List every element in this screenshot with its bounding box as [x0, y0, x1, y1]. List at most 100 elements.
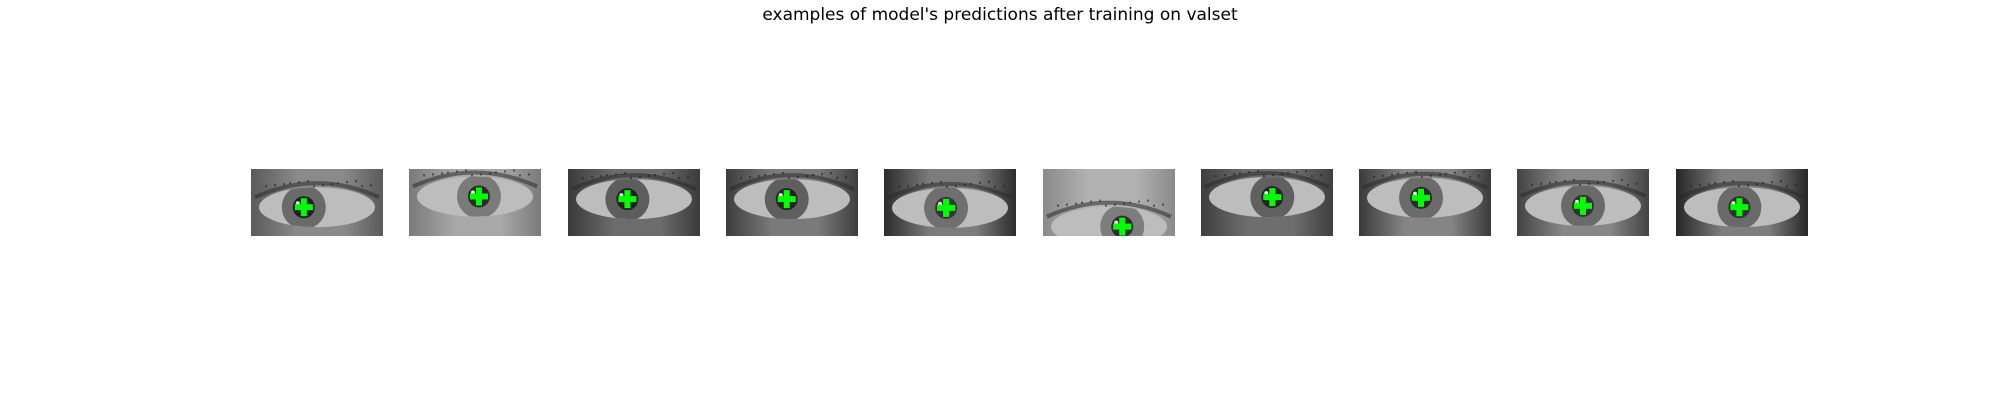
eyelash-speck — [749, 176, 751, 179]
eyelash-speck — [788, 177, 790, 180]
eyelash-speck — [931, 181, 933, 184]
eyelash-speck — [289, 182, 291, 185]
eye-image-panel-9 — [1517, 169, 1649, 236]
eyelash-speck — [423, 174, 425, 177]
eyelash-speck — [1311, 175, 1313, 178]
eyelash-speck — [1138, 200, 1140, 203]
eyelash-speck — [940, 180, 942, 183]
eyelash-speck — [274, 184, 276, 187]
eye-image-6 — [1043, 169, 1175, 236]
eyelash-speck — [1795, 184, 1797, 187]
eyelash-speck — [1469, 175, 1471, 178]
eyelash-speck — [370, 184, 372, 187]
eyelash-speck — [1057, 204, 1059, 207]
eyelash-speck — [1723, 181, 1725, 184]
eyelash-speck — [812, 174, 814, 177]
eyelash-speck — [1224, 174, 1226, 177]
eyelash-speck — [480, 173, 482, 176]
eyelash-speck — [441, 172, 443, 175]
eyelid-line — [1520, 179, 1646, 198]
eyelash-speck — [988, 180, 990, 183]
eye-image-panel-7 — [1201, 169, 1333, 236]
eyelash-speck — [1540, 182, 1542, 185]
eyelash-speck — [624, 172, 626, 175]
eyelash-speck — [1162, 203, 1164, 206]
eye-image-panel-2 — [409, 169, 541, 236]
eye-image-2 — [409, 169, 541, 236]
eye-image-panel-6 — [1043, 169, 1175, 236]
eyelid-line — [729, 173, 855, 191]
eyelash-speck — [907, 184, 909, 187]
eyelash-speck — [1415, 170, 1417, 173]
figure-title: examples of model's predictions after tr… — [762, 5, 1238, 25]
eyelash-speck — [1627, 183, 1629, 186]
eye-image-8 — [1359, 169, 1491, 236]
eyelash-speck — [1636, 182, 1638, 185]
eyelash-speck — [489, 172, 491, 175]
corneal-glint — [1114, 220, 1119, 225]
eyelash-speck — [1066, 203, 1068, 206]
eyelash-speck — [1239, 172, 1241, 175]
eyelash-speck — [979, 181, 981, 184]
eyelid-line — [1679, 181, 1805, 200]
eyelash-speck — [513, 169, 515, 172]
eyelash-speck — [740, 177, 742, 180]
eyelash-speck — [1756, 183, 1758, 186]
eyelash-speck — [806, 175, 808, 178]
eyelash-speck — [1603, 180, 1605, 183]
eyelash-speck — [1454, 171, 1456, 174]
eyelash-speck — [922, 182, 924, 185]
eyelash-speck — [1263, 175, 1265, 178]
eyelash-speck — [1406, 171, 1408, 174]
eyelash-speck — [1531, 183, 1533, 186]
eyelash-speck — [456, 170, 458, 173]
eyelash-speck — [678, 177, 680, 180]
eyelid-line — [887, 181, 1013, 200]
eyelash-speck — [495, 171, 497, 174]
eyelash-speck — [1549, 181, 1551, 184]
eyelash-speck — [758, 175, 760, 178]
eyelid-line — [1204, 171, 1330, 189]
eye-image-panel-3 — [568, 169, 700, 236]
eyelash-speck — [1305, 170, 1307, 173]
eyelid-line — [1362, 171, 1488, 190]
eyelash-speck — [964, 183, 966, 186]
eyelash-speck — [600, 175, 602, 178]
eyelash-speck — [1699, 184, 1701, 187]
eyelash-speck — [307, 180, 309, 183]
eyelash-speck — [782, 172, 784, 175]
eye-image-panel-5 — [884, 169, 1016, 236]
eyelash-speck — [615, 173, 617, 176]
eyelash-speck — [836, 177, 838, 180]
eyelash-speck — [283, 183, 285, 186]
eyelash-speck — [1690, 185, 1692, 188]
eyelash-speck — [1708, 183, 1710, 186]
predicted-pupil-marker — [294, 198, 313, 217]
eyelash-speck — [1747, 184, 1749, 187]
eyelash-speck — [898, 185, 900, 188]
eyelash-speck — [797, 176, 799, 179]
eye-image-9 — [1517, 169, 1649, 236]
eyelash-speck — [606, 174, 608, 177]
prediction-panel-row — [0, 169, 2000, 236]
eyelash-speck — [1075, 202, 1077, 205]
eyelid-line — [571, 173, 697, 191]
eyelash-speck — [1430, 174, 1432, 177]
eyelash-speck — [471, 174, 473, 177]
eyelash-speck — [1081, 201, 1083, 204]
eye-image-5 — [884, 169, 1016, 236]
eyelash-speck — [1555, 180, 1557, 183]
predicted-pupil-marker — [777, 190, 796, 209]
eyelash-speck — [946, 185, 948, 188]
corneal-glint — [619, 193, 624, 198]
eye-image-panel-10 — [1676, 169, 1808, 236]
eyelash-speck — [1233, 173, 1235, 176]
predicted-pupil-marker — [1113, 217, 1132, 236]
eyelash-speck — [1463, 170, 1465, 173]
eyelash-speck — [1573, 178, 1575, 181]
eyelash-speck — [1105, 204, 1107, 207]
eyelash-speck — [1732, 180, 1734, 183]
eyelash-speck — [346, 181, 348, 184]
predicted-pupil-marker — [1574, 196, 1592, 215]
eyelash-speck — [331, 183, 333, 186]
